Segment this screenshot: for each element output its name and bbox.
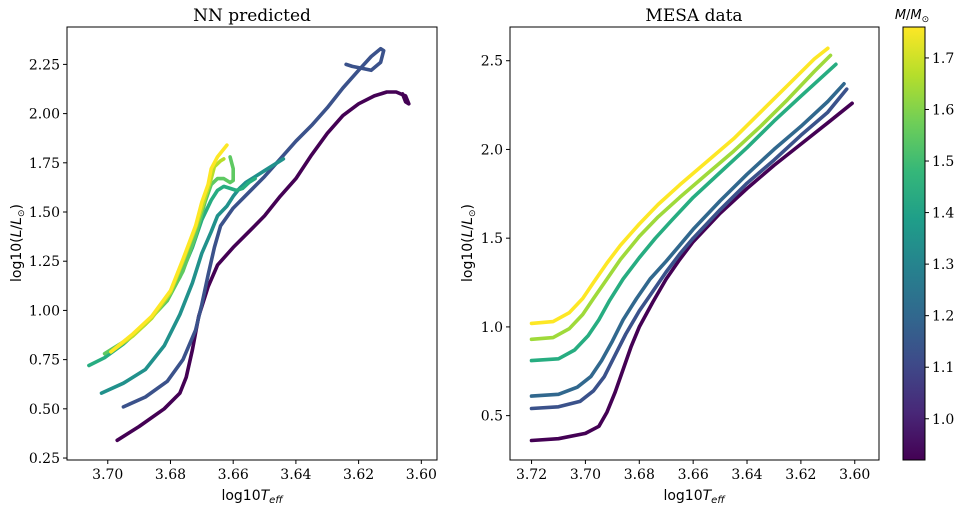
left-x-axis-label: log10Teff [221, 488, 284, 506]
left-axes: 3.70 3.68 3.66 3.64 3.62 3.60 0.25 0.50 0.75 1.00… [29, 57, 437, 483]
left-x-tick-label: 3.62 [343, 467, 374, 483]
right-series-line [529, 46, 830, 326]
left-chart: NN predicted 3.70 3.68 3.66 3.64 3.62 3.60 0.2… [9, 6, 438, 506]
left-series-line [109, 143, 229, 354]
right-y-tick-label: 1.5 [481, 231, 503, 247]
left-x-tick-label: 3.60 [406, 467, 437, 483]
left-x-tick-label: 3.70 [92, 467, 123, 483]
right-series-line [529, 82, 846, 398]
right-plot-frame [509, 26, 880, 461]
colorbar-tick-label: 1.2 [932, 309, 954, 325]
left-y-tick-label: 0.50 [29, 402, 60, 418]
right-chart-title: MESA data [645, 6, 742, 26]
right-x-tick-label: 3.62 [785, 467, 816, 483]
left-x-tick-label: 3.66 [218, 467, 249, 483]
right-y-tick-label: 0.5 [481, 409, 503, 425]
colorbar-tick-label: 1.5 [932, 154, 954, 170]
left-series-line [115, 90, 411, 443]
colorbar-tick-label: 1.0 [932, 412, 954, 428]
right-x-tick-label: 3.64 [731, 467, 762, 483]
right-series-line [529, 101, 854, 443]
right-series-line [529, 53, 833, 342]
left-y-tick-label: 1.00 [29, 303, 60, 319]
colorbar-ticks: 1.0 1.1 1.2 1.3 1.4 1.5 1.6 1.7 [925, 51, 954, 428]
right-y-axis-label: log10(L/L⊙) [460, 204, 478, 282]
right-chart: MESA data 3.72 3.70 3.68 3.66 3.64 3.62 3.60 0.… [460, 6, 880, 506]
colorbar-tick-label: 1.1 [932, 360, 954, 376]
right-x-tick-label: 3.66 [678, 467, 709, 483]
left-y-tick-label: 2.25 [29, 57, 60, 73]
colorbar-tick-label: 1.6 [932, 102, 954, 118]
colorbar-bar [902, 26, 926, 461]
colorbar-tick-label: 1.7 [932, 51, 954, 67]
right-series-group [529, 46, 854, 443]
left-y-tick-label: 0.75 [29, 353, 60, 369]
left-y-tick-label: 1.50 [29, 205, 60, 221]
colorbar-label: M/M⊙ [895, 8, 929, 25]
left-y-tick-label: 2.00 [29, 107, 60, 123]
right-y-tick-label: 2.0 [481, 142, 503, 158]
colorbar-tick-label: 1.3 [932, 257, 954, 273]
left-x-tick-label: 3.64 [280, 467, 311, 483]
right-series-line [529, 62, 838, 363]
left-series-group [87, 46, 411, 443]
colorbar-tick-label: 1.4 [932, 206, 954, 222]
left-y-tick-label: 1.25 [29, 254, 60, 270]
right-x-tick-label: 3.68 [624, 467, 655, 483]
left-chart-title: NN predicted [193, 6, 311, 26]
left-x-tick-label: 3.68 [155, 467, 186, 483]
left-series-line [99, 157, 286, 395]
left-series-line [121, 46, 386, 409]
right-axes: 3.72 3.70 3.68 3.66 3.64 3.62 3.60 0.5 1.0 1.5 2.0… [481, 54, 871, 483]
left-y-tick-label: 0.25 [29, 451, 60, 467]
right-x-tick-label: 3.70 [570, 467, 601, 483]
right-x-tick-label: 3.60 [839, 467, 870, 483]
left-plot-frame [66, 26, 438, 461]
right-series-line [529, 87, 849, 411]
left-y-tick-label: 1.75 [29, 156, 60, 172]
left-series-line [87, 176, 257, 368]
right-y-tick-label: 2.5 [481, 54, 503, 70]
right-x-axis-label: log10Teff [663, 488, 726, 506]
right-x-tick-label: 3.72 [516, 467, 547, 483]
left-y-axis-label: log10(L/L⊙) [9, 204, 27, 282]
colorbar: M/M⊙ 1.0 1.1 1.2 1.3 1.4 1.5 1.6 1.7 [895, 8, 954, 461]
right-y-tick-label: 1.0 [481, 320, 503, 336]
